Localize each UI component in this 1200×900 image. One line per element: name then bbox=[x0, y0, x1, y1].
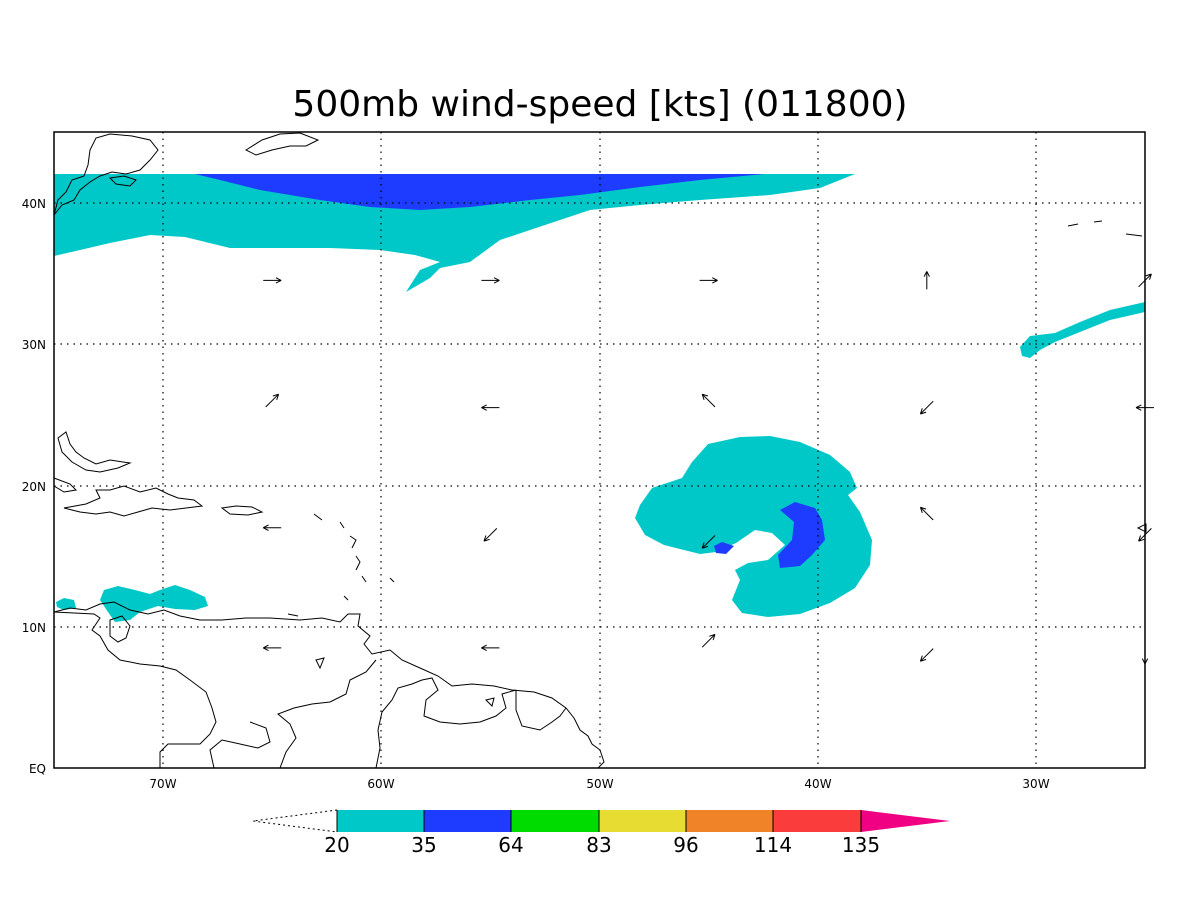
wind-vector-arrow bbox=[265, 393, 280, 408]
wind-vector-arrow bbox=[919, 506, 934, 521]
colorbar-low-triangle bbox=[252, 809, 338, 833]
colorbar-label-64: 64 bbox=[498, 833, 523, 857]
shade-20-north-jet bbox=[54, 174, 855, 292]
colorbar-label-20: 20 bbox=[324, 833, 349, 857]
wind-vector-arrow bbox=[701, 535, 716, 549]
coast-lesser-antilles bbox=[287, 513, 395, 617]
border-venezuela-guyana bbox=[375, 677, 517, 769]
wind-vector-arrow bbox=[262, 524, 282, 531]
colorbar-bin-35-64 bbox=[424, 810, 511, 832]
shade-35-storm-core bbox=[778, 502, 825, 568]
wind-vector-arrow bbox=[919, 648, 934, 662]
y-tick-20n: 20N bbox=[22, 480, 46, 494]
x-tick-70w: 70W bbox=[149, 777, 176, 791]
coast-nova-scotia bbox=[244, 132, 320, 156]
wind-vector-arrow bbox=[481, 644, 500, 652]
x-axis-labels: 70W 60W 50W 40W 30W bbox=[149, 777, 1049, 791]
coast-cape-cod bbox=[108, 175, 137, 187]
wind-vector-arrow bbox=[262, 644, 282, 652]
coast-island-marker bbox=[485, 697, 495, 707]
coast-south-america bbox=[53, 601, 605, 769]
colorbar-label-96: 96 bbox=[673, 833, 698, 857]
border-guianas bbox=[515, 690, 567, 731]
colorbar-label-83: 83 bbox=[586, 833, 611, 857]
wind-vector-arrow bbox=[483, 528, 498, 542]
y-axis-labels: 40N 30N 20N 10N EQ bbox=[22, 197, 46, 776]
coast-maracaibo bbox=[109, 615, 131, 643]
wind-vector-arrow bbox=[701, 633, 716, 648]
coast-trinidad bbox=[315, 657, 325, 670]
x-tick-60w: 60W bbox=[367, 777, 394, 791]
shade-20-east-streak bbox=[1020, 302, 1145, 358]
x-tick-40w: 40W bbox=[804, 777, 831, 791]
colorbar-high-triangle bbox=[861, 810, 950, 832]
wind-vector-arrow bbox=[919, 400, 934, 415]
colorbar-label-114: 114 bbox=[754, 833, 792, 857]
border-colombia-venezuela bbox=[277, 659, 377, 769]
colorbar-label-135: 135 bbox=[842, 833, 880, 857]
coast-hispaniola bbox=[63, 485, 204, 517]
coastlines bbox=[53, 132, 1147, 769]
coast-east-small bbox=[1136, 523, 1147, 533]
coast-us-northeast bbox=[53, 133, 159, 216]
y-tick-30n: 30N bbox=[22, 338, 46, 352]
shade-20-caribbean-west bbox=[56, 598, 76, 610]
shade-20-storm bbox=[635, 436, 872, 617]
coast-bahamas bbox=[57, 431, 132, 473]
colorbar-bin-96-114 bbox=[686, 810, 773, 832]
wind-vector-arrow bbox=[699, 277, 718, 284]
border-brazil bbox=[209, 721, 271, 769]
shade-35-storm-small bbox=[714, 542, 734, 554]
coast-azores bbox=[1067, 220, 1143, 237]
wind-shading bbox=[54, 174, 1145, 622]
colorbar-label-35: 35 bbox=[411, 833, 436, 857]
y-tick-10n: 10N bbox=[22, 621, 46, 635]
wind-vector-arrow bbox=[263, 277, 282, 284]
chart-title: 500mb wind-speed [kts] (011800) bbox=[292, 84, 907, 125]
coast-puerto-rico bbox=[220, 505, 264, 516]
wind-vector-arrow bbox=[701, 393, 716, 408]
wind-vector-arrow bbox=[481, 404, 500, 411]
y-tick-40n: 40N bbox=[22, 197, 46, 211]
colorbar: 20 35 64 83 96 114 135 bbox=[252, 809, 950, 857]
colorbar-bin-114-135 bbox=[773, 810, 861, 832]
colorbar-bin-20-35 bbox=[337, 810, 424, 832]
coast-cuba bbox=[53, 477, 78, 493]
colorbar-bin-64-83 bbox=[511, 810, 599, 832]
shade-35-north-jet bbox=[195, 174, 765, 210]
x-tick-30w: 30W bbox=[1022, 777, 1049, 791]
wind-vector-arrow bbox=[481, 277, 500, 284]
wind-vector-arrow bbox=[923, 271, 930, 290]
colorbar-bin-83-96 bbox=[599, 810, 686, 832]
y-tick-eq: EQ bbox=[29, 762, 46, 776]
x-tick-50w: 50W bbox=[586, 777, 613, 791]
shade-20-caribbean bbox=[100, 585, 208, 622]
plot-frame bbox=[53, 131, 1146, 769]
